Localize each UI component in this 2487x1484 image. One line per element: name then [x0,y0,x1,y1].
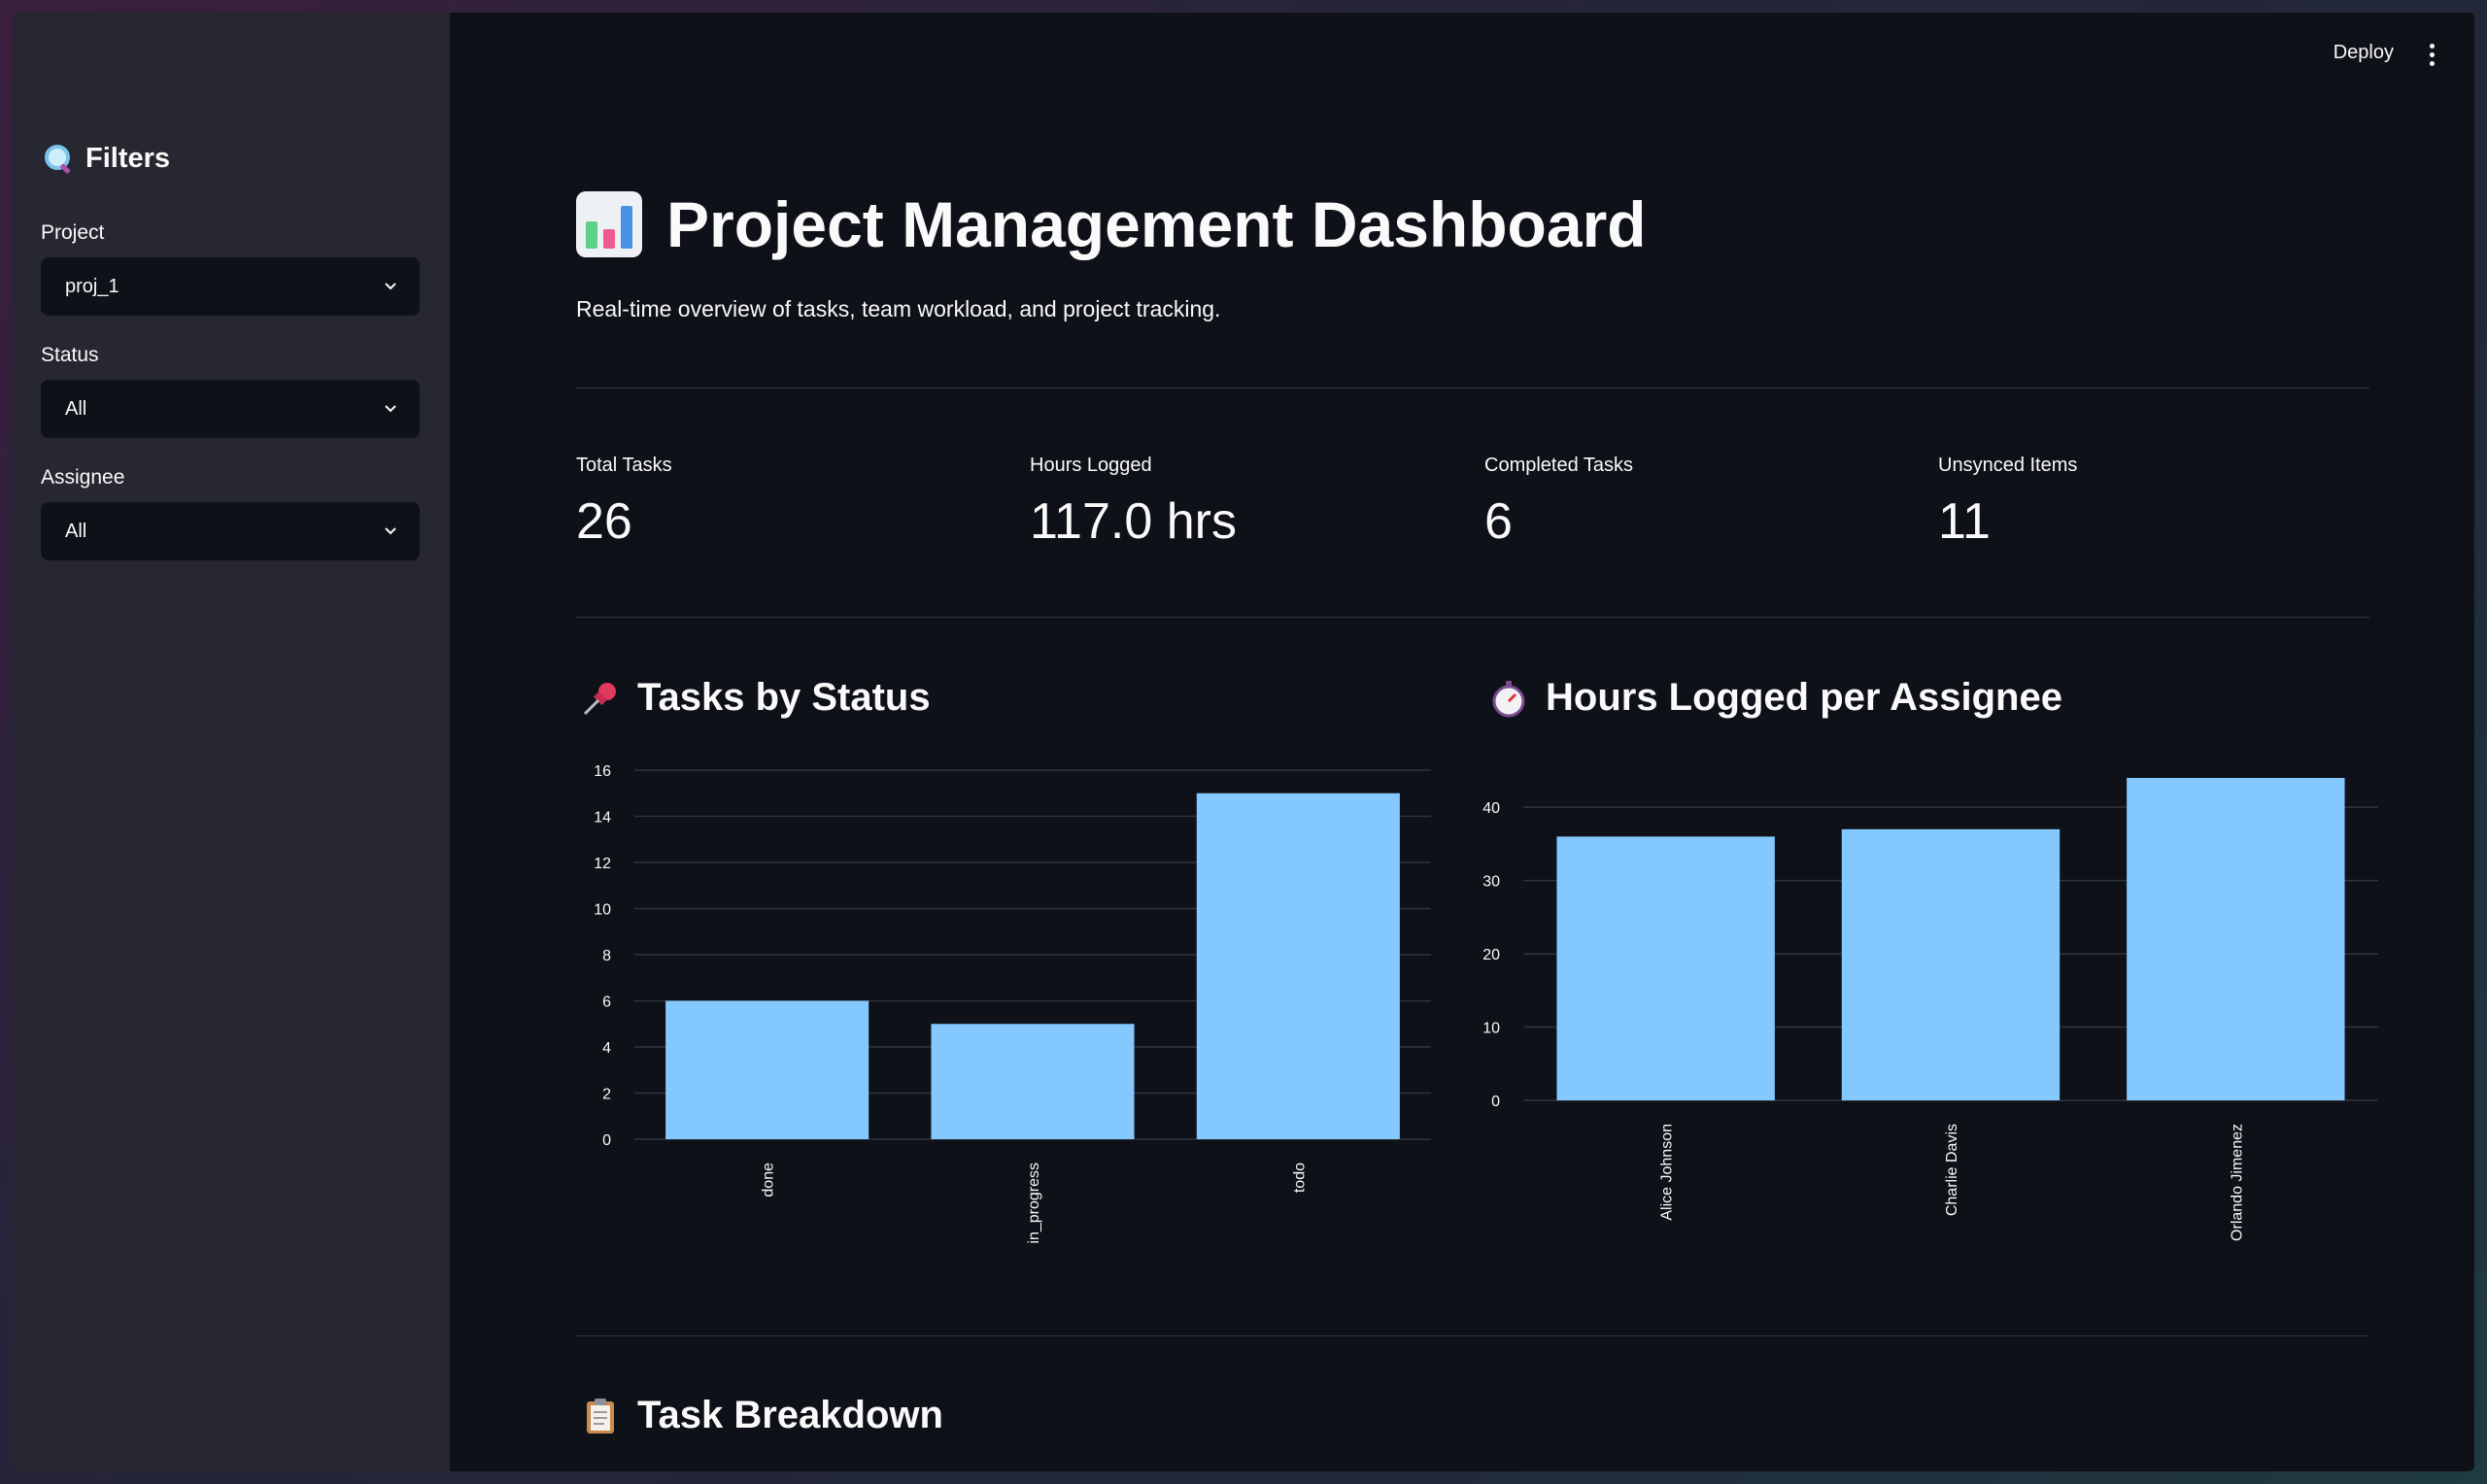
y-tick-label: 6 [602,995,611,1011]
x-tick-label: Orlando Jimenez [2229,1124,2245,1241]
y-tick-label: 30 [1482,874,1500,891]
x-tick-label: in_progress [1026,1163,1042,1244]
assignee-select[interactable]: All [41,502,420,560]
y-tick-label: 2 [602,1087,611,1103]
page-title-text: Project Management Dashboard [666,188,1647,260]
status-select-value: All [65,397,87,420]
project-select[interactable]: proj_1 [41,257,420,316]
divider [576,617,2369,618]
section-title: Task Breakdown [637,1394,943,1436]
page-subtitle: Real-time overview of tasks, team worklo… [576,296,1221,321]
hours-per-assignee-chart: 0 10 20 30 40 Alice Johnson Charlie Davis Orlan… [1482,778,2378,1241]
y-tick-label: 10 [594,902,611,919]
y-tick-label: 40 [1482,800,1500,817]
bar-in_progress[interactable] [931,1024,1135,1139]
assignee-select-value: All [65,520,87,542]
metric-value: 117.0 hrs [1030,493,1237,550]
page-title: Project Management Dashboard [576,187,1647,261]
x-tick-label: done [761,1163,777,1197]
metric-label: Total Tasks [576,455,672,476]
x-tick-label: Alice Johnson [1659,1124,1676,1221]
y-tick-label: 0 [602,1132,611,1149]
bar-Orlando Jimenez[interactable] [2127,778,2345,1100]
chevron-down-icon [385,283,396,290]
metric-hours-logged: Hours Logged 117.0 hrs [1030,455,1237,551]
magnifier-icon [45,144,74,174]
clipboard-icon [587,1398,614,1433]
y-tick-label: 14 [594,810,611,826]
section-tasks-by-status: Tasks by Status [581,676,931,720]
section-title: Tasks by Status [637,676,931,719]
y-tick-label: 12 [594,856,611,872]
assignee-filter-label: Assignee [41,466,125,489]
x-tick-label: todo [1291,1163,1308,1193]
project-filter-label: Project [41,221,105,244]
bar-Charlie Davis[interactable] [1841,828,2061,1100]
metric-completed-tasks: Completed Tasks 6 [1484,455,1633,551]
y-tick-label: 0 [1491,1094,1500,1110]
section-title: Hours Logged per Assignee [1546,676,2062,719]
metric-label: Hours Logged [1030,455,1152,476]
metric-total-tasks: Total Tasks 26 [576,455,672,551]
status-select[interactable]: All [41,380,420,438]
metric-value: 6 [1484,493,1513,550]
y-tick-label: 20 [1482,947,1500,963]
bar-Alice Johnson[interactable] [1556,836,1775,1100]
y-tick-label: 10 [1482,1021,1500,1037]
metric-value: 11 [1938,493,1991,550]
main-area: Deploy Project Management Dashboard Real… [450,13,2474,1471]
sidebar-heading-label: Filters [85,143,171,174]
tasks-by-status-chart: 0 2 4 6 8 10 12 14 16 done in_progress todo [594,763,1431,1244]
metric-label: Completed Tasks [1484,455,1634,476]
sidebar-heading: Filters [45,143,170,175]
deploy-button[interactable]: Deploy [2333,42,2394,63]
y-tick-label: 8 [602,948,611,964]
chevron-down-icon [385,405,396,413]
chevron-down-icon [385,527,396,535]
divider [576,1335,2369,1336]
metric-unsynced-items: Unsynced Items 11 [1938,455,2077,551]
app-window: Filters Project proj_1 Status All Assign… [13,13,2474,1471]
metric-label: Unsynced Items [1938,455,2078,476]
section-hours-per-assignee: Hours Logged per Assignee [1489,676,2062,720]
bar-chart-icon [576,191,642,257]
section-task-breakdown: Task Breakdown [581,1394,943,1437]
pushpin-icon [583,682,616,715]
stopwatch-icon [1492,680,1525,717]
project-select-value: proj_1 [65,275,119,297]
status-filter-label: Status [41,344,99,366]
y-tick-label: 4 [602,1040,611,1057]
kebab-menu-icon[interactable] [2430,44,2436,70]
bar-todo[interactable] [1196,793,1400,1139]
bar-done[interactable] [665,1000,869,1140]
sidebar: Filters Project proj_1 Status All Assign… [13,13,450,1471]
y-tick-label: 16 [594,763,611,780]
x-tick-label: Charlie Davis [1944,1124,1960,1216]
metric-value: 26 [576,493,632,550]
